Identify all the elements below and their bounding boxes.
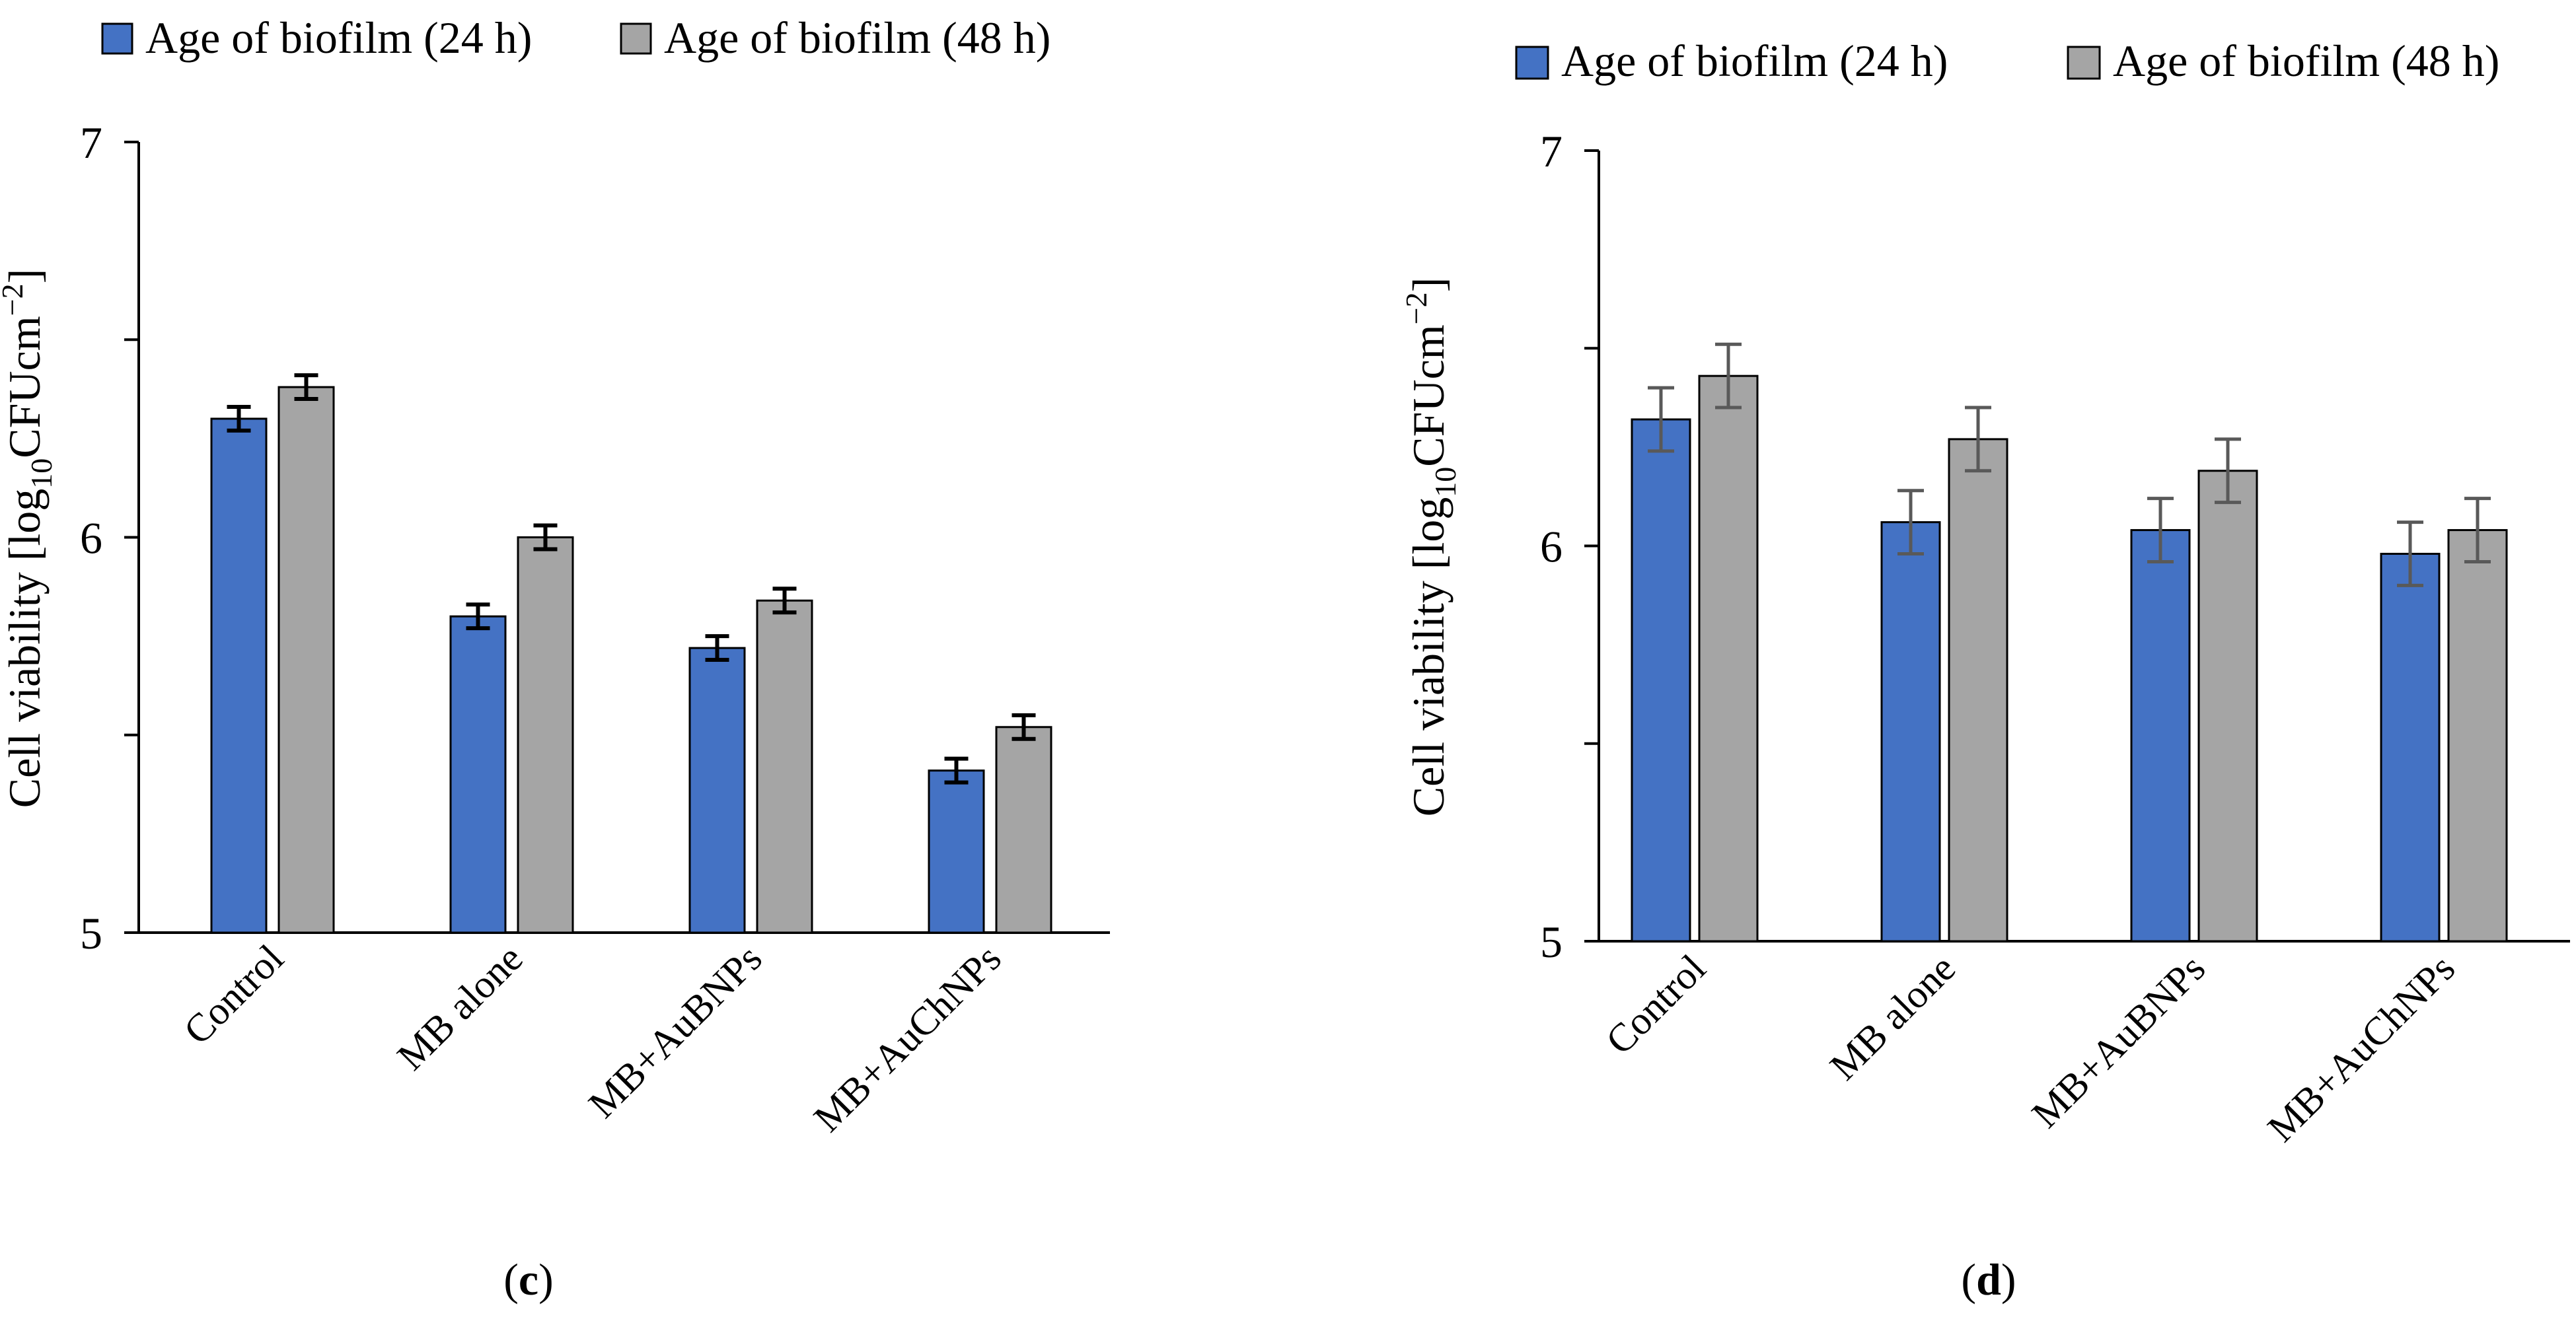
legend-swatch <box>2067 46 2101 80</box>
legend: Age of biofilm (24 h) Age of biofilm (48 … <box>101 13 1050 63</box>
bar <box>517 536 574 934</box>
y-tick-label: 5 <box>1540 917 1563 967</box>
bar <box>928 769 985 934</box>
y-tick-label: 7 <box>1540 126 1563 176</box>
x-category-label: MB alone <box>1822 946 1964 1089</box>
bar <box>210 417 268 934</box>
error-bar <box>533 523 558 552</box>
y-axis-label: Cell viability [log10CFUcm−2] <box>1399 277 1462 816</box>
x-category-label: Control <box>175 937 291 1053</box>
bar <box>1631 418 1691 943</box>
error-bar <box>466 602 490 631</box>
panel-label: (c) <box>503 1254 554 1304</box>
error-bar <box>2464 497 2491 563</box>
legend-label: Age of biofilm (48 h) <box>664 13 1050 63</box>
bar <box>277 386 335 934</box>
bar <box>995 726 1052 934</box>
error-bar <box>944 756 969 785</box>
error-bar <box>1648 386 1674 453</box>
legend-item: Age of biofilm (24 h) <box>101 13 532 63</box>
legend-item: Age of biofilm (48 h) <box>620 13 1050 63</box>
x-category-label: MB+AuBNPs <box>580 937 770 1127</box>
legend-item: Age of biofilm (48 h) <box>2067 36 2499 86</box>
legend: Age of biofilm (24 h) Age of biofilm (48 … <box>1515 36 2499 86</box>
bar <box>1880 521 1941 943</box>
x-category-label: MB+AuBNPs <box>2024 946 2214 1137</box>
bar <box>449 615 507 934</box>
error-bar <box>2147 497 2174 563</box>
x-category-label: MB+AuChNPs <box>2259 946 2463 1151</box>
error-bar <box>1965 406 1991 473</box>
error-bar <box>705 634 729 662</box>
y-tick-label: 7 <box>80 118 102 168</box>
y-tick-label: 5 <box>80 908 102 958</box>
y-axis-label: Cell viability [log10CFUcm−2] <box>0 269 58 808</box>
legend-label: Age of biofilm (24 h) <box>1561 36 1948 86</box>
legend-swatch <box>620 22 652 55</box>
error-bar <box>1012 713 1036 741</box>
x-category-label: Control <box>1598 946 1714 1063</box>
bar <box>2130 529 2191 943</box>
chart-panel-c: Age of biofilm (24 h) Age of biofilm (48 … <box>0 13 1110 1304</box>
x-category-label: MB alone <box>389 937 531 1079</box>
y-tick-label: 6 <box>1540 522 1563 572</box>
error-bar <box>2215 437 2241 505</box>
bar <box>756 599 813 934</box>
legend-swatch <box>1515 46 1549 80</box>
legend-label: Age of biofilm (24 h) <box>145 13 532 63</box>
legend-swatch <box>101 22 133 55</box>
chart-panel-d: Age of biofilm (24 h) Age of biofilm (48 … <box>1399 36 2570 1304</box>
error-bar <box>1897 489 1924 555</box>
bar <box>1948 438 2008 943</box>
x-category-label: MB+AuChNPs <box>805 937 1010 1141</box>
legend-item: Age of biofilm (24 h) <box>1515 36 1948 86</box>
panel-label: (d) <box>1961 1254 2016 1304</box>
error-bar <box>227 404 251 433</box>
error-bar <box>294 373 318 402</box>
error-bar <box>2397 520 2423 587</box>
error-bar <box>772 587 797 615</box>
bar <box>2447 529 2508 943</box>
legend-label: Age of biofilm (48 h) <box>2113 36 2499 86</box>
bar <box>2380 552 2441 943</box>
y-tick-label: 6 <box>80 513 102 563</box>
error-bar <box>1715 342 1742 410</box>
bar <box>2197 470 2258 943</box>
bar <box>688 647 746 934</box>
bar <box>1698 375 1759 943</box>
